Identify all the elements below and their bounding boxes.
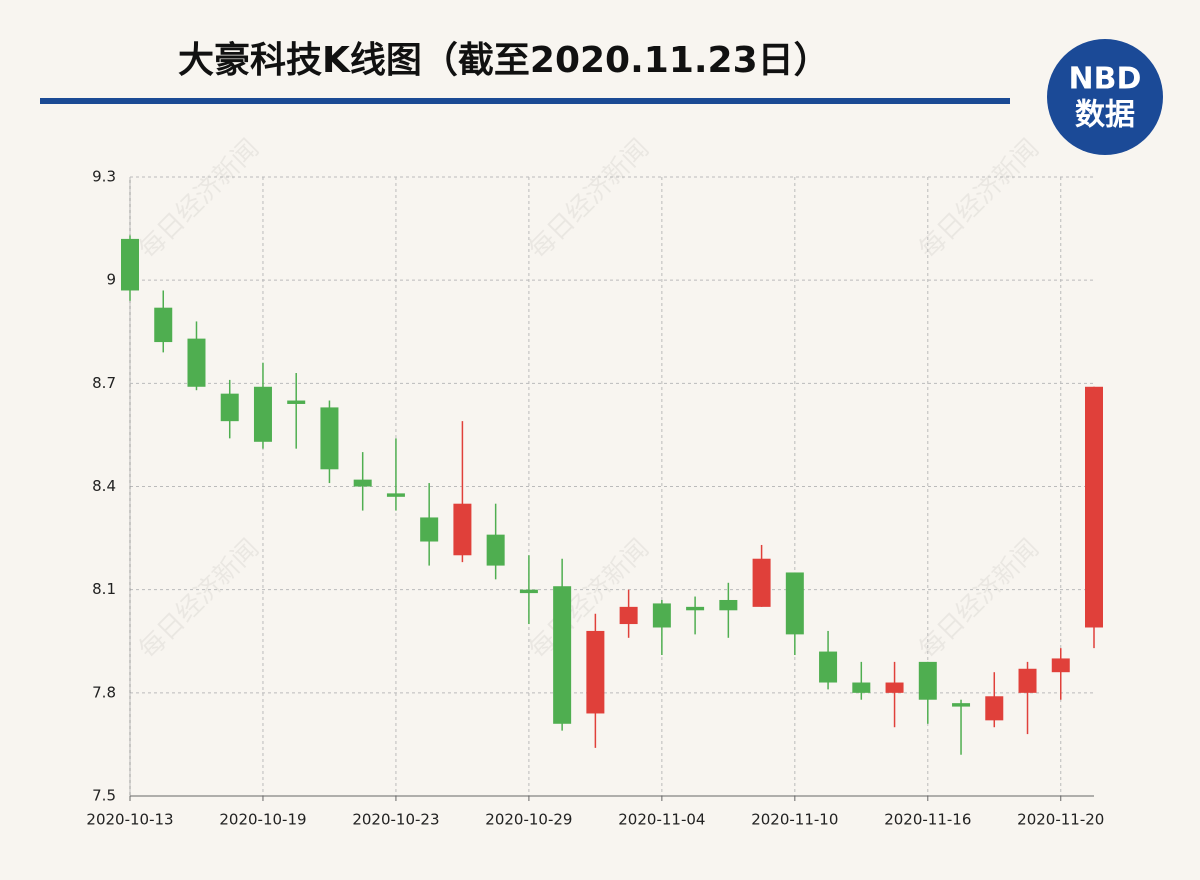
candle-body	[852, 682, 871, 693]
candle-body	[652, 603, 671, 628]
x-tick-label: 2020-11-16	[884, 811, 971, 829]
candle-body	[619, 606, 638, 625]
x-tick-label: 2020-11-04	[618, 811, 705, 829]
candle-body	[719, 599, 738, 611]
candle-body	[220, 393, 239, 422]
candle-body	[187, 338, 206, 387]
logo-text: NBD	[1069, 62, 1142, 97]
candle-body	[1018, 668, 1037, 693]
y-tick-label: 8.4	[92, 477, 116, 495]
candle-body	[819, 651, 838, 683]
candle-body	[952, 703, 971, 707]
candle-body	[154, 307, 173, 343]
y-tick-label: 7.5	[92, 787, 116, 805]
candle-body	[486, 534, 505, 566]
candle-body	[420, 517, 439, 542]
candle-body	[1051, 658, 1070, 673]
candle-body	[686, 606, 705, 611]
candle-body	[386, 493, 405, 497]
candle-body	[1085, 386, 1103, 628]
y-tick-label: 7.8	[92, 683, 116, 701]
x-tick-label: 2020-10-19	[219, 811, 306, 829]
chart-title: 大豪科技K线图（截至2020.11.23日）	[178, 40, 830, 81]
candle-body	[353, 479, 372, 487]
candle-body	[752, 558, 771, 607]
candle-body	[253, 386, 272, 442]
candle-body	[453, 503, 472, 556]
x-tick-label: 2020-10-13	[86, 811, 173, 829]
candle-body	[320, 407, 339, 470]
y-tick-label: 8.1	[92, 580, 116, 598]
y-tick-label: 9.3	[92, 168, 116, 186]
y-tick-label: 9	[106, 271, 116, 289]
title-rule	[40, 98, 1010, 104]
candle-body	[287, 400, 306, 404]
candle-body	[519, 589, 538, 594]
candle-body	[985, 696, 1004, 721]
x-tick-label: 2020-10-23	[352, 811, 439, 829]
x-tick-label: 2020-10-29	[485, 811, 572, 829]
y-tick-label: 8.7	[92, 374, 116, 392]
candle-body	[918, 661, 937, 700]
logo-text: 数据	[1075, 98, 1135, 133]
logo	[1047, 39, 1163, 155]
candle-body	[553, 586, 572, 724]
candle-body	[121, 238, 139, 291]
x-tick-label: 2020-11-20	[1017, 811, 1104, 829]
candle-body	[586, 630, 605, 714]
x-tick-label: 2020-11-10	[751, 811, 838, 829]
candle-body	[885, 682, 904, 693]
candle-body	[785, 572, 804, 635]
